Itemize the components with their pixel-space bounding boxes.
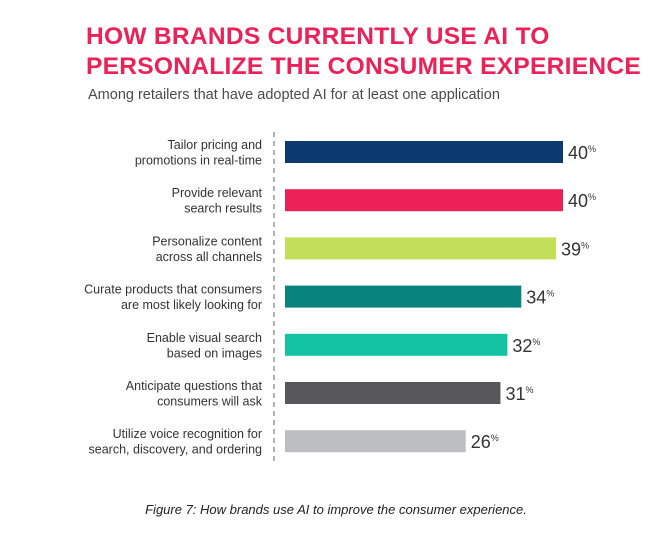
bar	[285, 237, 557, 260]
category-label: Tailor pricing and promotions in real-tim…	[135, 138, 262, 168]
category-label: Enable visual search based on images	[147, 331, 262, 361]
value-label: 32%	[512, 336, 540, 356]
value-label: 40%	[568, 143, 596, 163]
category-label: Utilize voice recognition for search, dis…	[89, 427, 263, 457]
value-label: 39%	[561, 239, 589, 259]
bar	[285, 382, 501, 404]
bars-layer: Tailor pricing and promotions in real-tim…	[84, 138, 596, 457]
bar	[285, 333, 508, 356]
bar	[285, 189, 563, 212]
category-label: Curate products that consumers are most l…	[84, 283, 262, 313]
category-label: Personalize content across all channels	[152, 234, 262, 264]
category-label: Anticipate questions that consumers will …	[126, 379, 263, 409]
bar-chart: Tailor pricing and promotions in real-tim…	[84, 132, 596, 462]
figure-caption: Figure 7: How brands use AI to improve t…	[145, 502, 527, 517]
bar	[285, 285, 522, 308]
category-label: Provide relevant search results	[172, 186, 263, 216]
bar	[285, 141, 563, 163]
bar	[285, 430, 466, 453]
chart-subtitle: Among retailers that have adopted AI for…	[88, 87, 500, 103]
value-label: 34%	[526, 288, 554, 308]
value-label: 26%	[471, 432, 499, 452]
value-label: 40%	[568, 191, 596, 211]
value-label: 31%	[505, 384, 533, 404]
chart-title: HOW BRANDS CURRENTLY USE AI TO PERSONALI…	[86, 23, 642, 80]
